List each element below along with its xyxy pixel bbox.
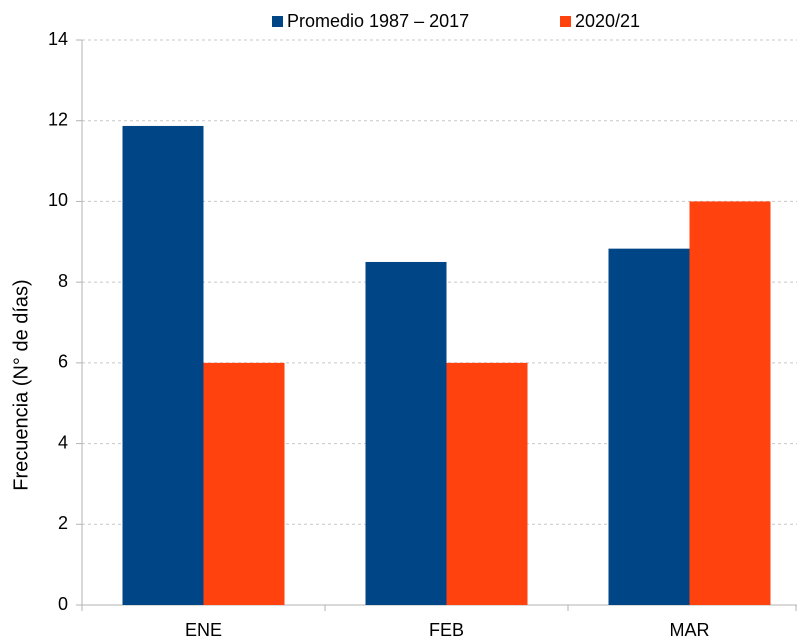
y-axis-label: Frecuencia (N° de días): [10, 279, 32, 490]
y-tick-label: 2: [58, 513, 68, 533]
y-tick-label: 4: [58, 432, 68, 452]
y-tick-label: 0: [58, 594, 68, 614]
bar: [689, 201, 771, 605]
x-tick-label: ENE: [185, 620, 222, 640]
legend-swatch: [272, 16, 283, 27]
y-tick-label: 6: [58, 352, 68, 372]
legend-swatch: [560, 16, 571, 27]
legend-label: 2020/21: [575, 11, 640, 31]
bar: [365, 261, 447, 605]
bar: [122, 125, 204, 605]
x-tick-label: MAR: [670, 620, 710, 640]
legend-label: Promedio 1987 – 2017: [287, 11, 469, 31]
bar: [446, 362, 528, 605]
y-tick-label: 10: [48, 190, 68, 210]
y-tick-label: 12: [48, 109, 68, 129]
y-tick-label: 8: [58, 271, 68, 291]
bar: [203, 362, 285, 605]
bar: [608, 248, 690, 605]
y-tick-label: 14: [48, 29, 68, 49]
x-tick-label: FEB: [429, 620, 464, 640]
